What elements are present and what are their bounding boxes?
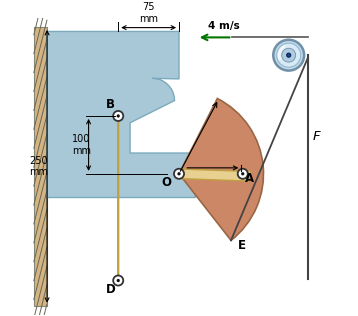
Circle shape — [273, 40, 304, 70]
Circle shape — [241, 172, 245, 175]
Text: 100
mm: 100 mm — [72, 134, 91, 156]
Text: E: E — [238, 239, 246, 252]
Text: 250
mm: 250 mm — [30, 155, 49, 177]
Circle shape — [113, 111, 123, 121]
Text: O: O — [161, 176, 171, 189]
Circle shape — [117, 279, 120, 282]
Text: 4 m/s: 4 m/s — [208, 21, 240, 31]
Circle shape — [113, 276, 123, 286]
Text: 200
mm: 200 mm — [213, 105, 232, 127]
Text: B: B — [106, 98, 115, 111]
Wedge shape — [179, 99, 263, 240]
Circle shape — [117, 114, 120, 118]
Text: 125
mm: 125 mm — [207, 133, 226, 155]
Circle shape — [287, 53, 291, 57]
Circle shape — [282, 48, 296, 62]
Bar — [34, 27, 47, 306]
Polygon shape — [47, 32, 195, 198]
Circle shape — [238, 169, 248, 179]
Polygon shape — [177, 169, 251, 181]
Circle shape — [277, 43, 301, 67]
Text: 75
mm: 75 mm — [139, 3, 158, 24]
Circle shape — [177, 172, 181, 175]
Text: F: F — [313, 130, 320, 143]
Circle shape — [174, 169, 184, 179]
Text: D: D — [106, 283, 115, 296]
Text: A: A — [245, 172, 254, 185]
